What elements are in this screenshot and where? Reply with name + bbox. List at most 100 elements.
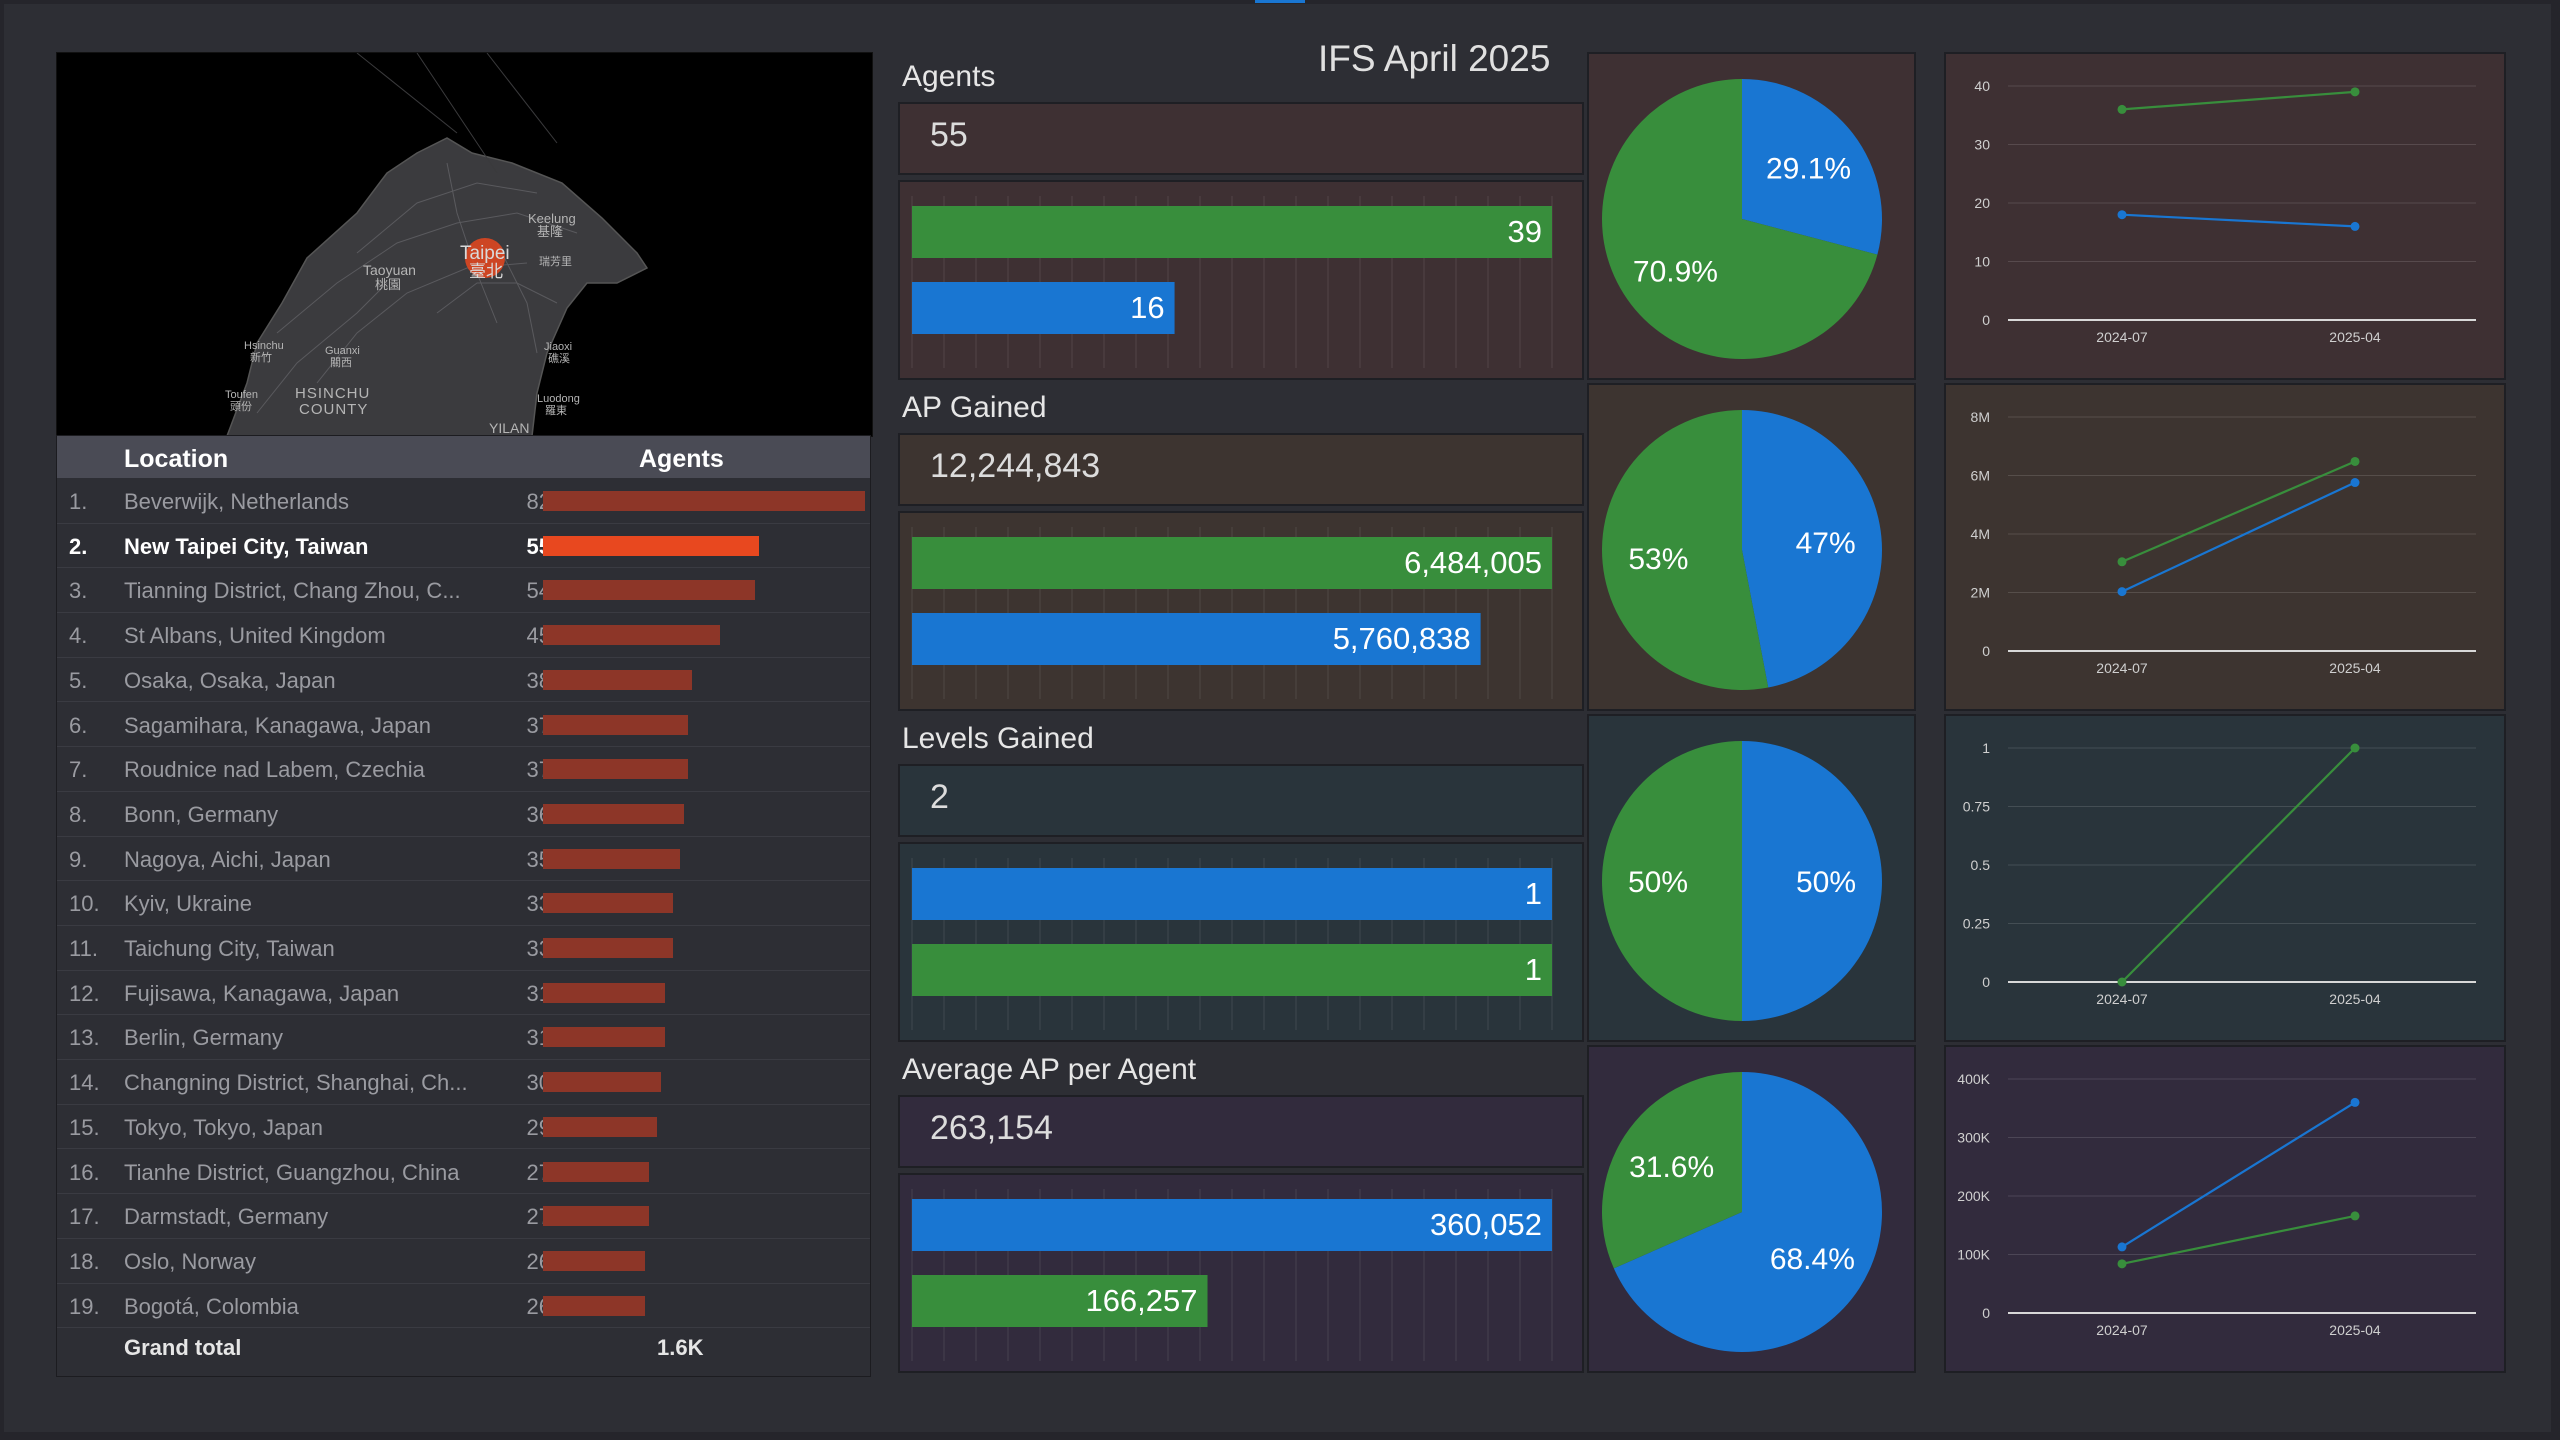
series-point[interactable] [2350, 87, 2360, 97]
series-line[interactable] [2121, 1101, 2356, 1248]
table-row[interactable]: 11. Taichung City, Taiwan 33 [57, 925, 870, 971]
pie-label: 70.9% [1633, 255, 1718, 288]
y-tick-label: 0 [1982, 974, 1990, 990]
map-label: Keelung [528, 211, 576, 226]
bar-2[interactable] [912, 613, 1481, 665]
table-row[interactable]: 19. Bogotá, Colombia 26 [57, 1283, 870, 1329]
pie-slice[interactable] [1602, 1072, 1742, 1269]
series-point[interactable] [2117, 587, 2127, 597]
pie-slice[interactable] [1613, 1072, 1882, 1352]
bar-label: 6,484,005 [1404, 545, 1542, 580]
x-tick-label: 2024-07 [2096, 1322, 2148, 1338]
table-row[interactable]: 17. Darmstadt, Germany 27 [57, 1193, 870, 1239]
series-point[interactable] [2350, 221, 2360, 231]
map-label: 桃園 [375, 277, 401, 292]
row-location: Bogotá, Colombia [124, 1293, 299, 1319]
series-point[interactable] [2117, 210, 2127, 220]
series-point[interactable] [2350, 478, 2360, 488]
table-row[interactable]: 14. Changning District, Shanghai, Ch... 30 [57, 1059, 870, 1105]
pie-slice[interactable] [1742, 79, 1882, 255]
table-row[interactable]: 2. New Taipei City, Taiwan 55 [57, 523, 870, 569]
row-location: Sagamihara, Kanagawa, Japan [124, 712, 431, 738]
row-rank: 14. [69, 1070, 100, 1096]
row-bar [543, 803, 685, 824]
page-title: IFS April 2025 [1318, 38, 1551, 79]
top-accent [1255, 0, 1305, 3]
taipei-marker[interactable] [465, 238, 505, 278]
table-row[interactable]: 18. Oslo, Norway 26 [57, 1238, 870, 1284]
table-row[interactable]: 5. Osaka, Osaka, Japan 38 [57, 657, 870, 703]
pie-slice[interactable] [1602, 741, 1742, 1021]
row-bar [543, 714, 689, 735]
row-location: Beverwijk, Netherlands [124, 489, 349, 514]
series-point[interactable] [2117, 1242, 2127, 1252]
row-bar [543, 491, 865, 511]
table-row[interactable]: 15. Tokyo, Tokyo, Japan 29 [57, 1104, 870, 1150]
pie-slice[interactable] [1602, 79, 1878, 359]
ap-gained-scorecard: 12,244,843 [898, 433, 1584, 506]
y-tick-label: 20 [1974, 195, 1990, 211]
table-row[interactable]: 12. Fujisawa, Kanagawa, Japan 31 [57, 970, 870, 1016]
series-line[interactable] [2121, 747, 2356, 983]
series-point[interactable] [2117, 557, 2127, 567]
bar-2[interactable] [912, 282, 1175, 334]
bar-1[interactable] [912, 537, 1552, 589]
header-location[interactable]: Location [124, 445, 229, 473]
bar-label: 5,760,838 [1333, 621, 1471, 656]
table-row[interactable]: 6. Sagamihara, Kanagawa, Japan 37 [57, 702, 870, 748]
row-bar [543, 669, 693, 690]
pie-slice[interactable] [1602, 410, 1769, 690]
bar-1[interactable] [912, 206, 1552, 258]
table-row[interactable]: 7. Roudnice nad Labem, Czechia 37 [57, 746, 870, 792]
y-tick-label: 2M [1971, 585, 1990, 601]
row-rank: 17. [69, 1204, 100, 1230]
series-point[interactable] [2350, 743, 2360, 753]
series-point[interactable] [2117, 1259, 2127, 1269]
y-tick-label: 8M [1971, 409, 1990, 425]
map-view[interactable]: Taipei 臺北 Keelung 基隆 Taoyuan 桃園 Hsinchu … [56, 52, 873, 437]
map-boundaries [356, 53, 558, 174]
avg-ap-value: 263,154 [930, 1109, 1053, 1147]
series-line[interactable] [2121, 1214, 2356, 1265]
series-line[interactable] [2121, 481, 2356, 593]
y-tick-label: 100K [1957, 1247, 1990, 1263]
table-row[interactable]: 4. St Albans, United Kingdom 45 [57, 612, 870, 658]
row-rank: 6. [69, 712, 88, 738]
table-row[interactable]: 9. Nagoya, Aichi, Japan 35 [57, 836, 870, 882]
header-agents[interactable]: Agents [639, 445, 724, 473]
row-location: Tokyo, Tokyo, Japan [124, 1114, 323, 1140]
map-svg: Taipei 臺北 Keelung 基隆 Taoyuan 桃園 Hsinchu … [57, 53, 872, 436]
map-label: YILAN [489, 420, 529, 436]
row-rank: 11. [69, 936, 98, 961]
grand-total-row: Grand total 1.6K [57, 1318, 870, 1376]
series-point[interactable] [2350, 1211, 2360, 1221]
ap-gained-pie-chart: 47% 53% [1587, 383, 1916, 711]
levels-gained-title: Levels Gained [902, 722, 1094, 755]
series-point[interactable] [2117, 104, 2127, 114]
series-line[interactable] [2121, 460, 2356, 563]
map-label: Guanxi [325, 345, 360, 357]
series-point[interactable] [2350, 456, 2360, 466]
series-line[interactable] [2121, 213, 2356, 228]
series-line[interactable] [2121, 90, 2356, 111]
table-row[interactable]: 1. Beverwijk, Netherlands 82 [57, 478, 870, 524]
series-point[interactable] [2117, 977, 2127, 987]
bar-1[interactable] [912, 868, 1552, 920]
table-row[interactable]: 16. Tianhe District, Guangzhou, China 27 [57, 1149, 870, 1195]
pie-slice[interactable] [1742, 410, 1882, 688]
row-location: Tianning District, Chang Zhou, C... [124, 578, 461, 604]
grand-total-label: Grand total [124, 1335, 242, 1360]
table-row[interactable]: 8. Bonn, Germany 36 [57, 791, 870, 837]
pie-slice[interactable] [1742, 741, 1882, 1021]
agents-scorecard: 55 [898, 102, 1584, 175]
bar-2[interactable] [912, 1275, 1208, 1327]
table-row[interactable]: 10. Kyiv, Ukraine 33 [57, 880, 870, 926]
table-row[interactable]: 13. Berlin, Germany 31 [57, 1014, 870, 1061]
row-rank: 4. [69, 623, 88, 649]
bar-2[interactable] [912, 944, 1552, 996]
table-row[interactable]: 3. Tianning District, Chang Zhou, C... 54 [57, 567, 870, 614]
row-rank: 5. [69, 667, 88, 693]
series-point[interactable] [2350, 1097, 2360, 1107]
bar-1[interactable] [912, 1199, 1552, 1251]
avg-ap-line-chart: 0 100K 200K 300K 400K 2024-07 2025-04 [1944, 1045, 2506, 1373]
